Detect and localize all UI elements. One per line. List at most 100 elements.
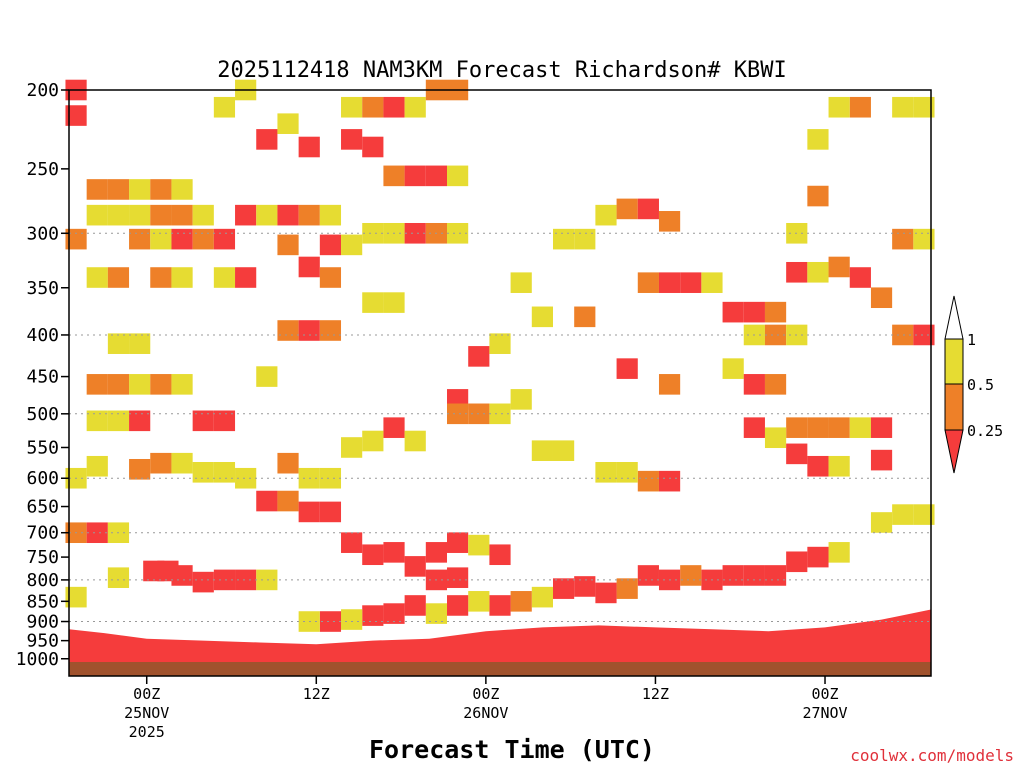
ri-cell [637,272,659,293]
x-tick-label: 00Z [472,685,499,703]
ri-cell [552,440,575,461]
ri-cell [298,204,320,226]
ground-layer [69,662,931,676]
ri-cell [86,374,108,395]
ri-cell [637,565,659,586]
ri-cell [192,204,214,226]
y-tick-label: 450 [26,367,59,388]
ri-cell [828,256,850,278]
x-axis-label: Forecast Time (UTC) [369,735,655,764]
color-legend: 1 0.5 0.25 [944,295,1003,474]
ri-cell [298,256,320,278]
ri-cell [764,427,787,449]
credit-link[interactable]: coolwx.com/models [850,746,1014,765]
y-tick-label: 1000 [16,649,59,670]
ri-cell [447,532,469,553]
ri-cell [383,165,405,187]
ri-cell [171,267,193,288]
ri-cell [595,582,617,604]
y-tick-label: 200 [26,80,59,101]
ri-cell [192,571,214,593]
ri-cell [171,374,193,395]
ri-cell [150,267,172,288]
ri-cell [362,292,384,313]
legend-label: 0.5 [967,376,994,394]
ri-cell [107,204,130,226]
ri-cell [107,567,130,588]
ri-cell [913,228,935,250]
ri-cell [256,366,278,387]
ri-cell [86,410,108,432]
ri-cell [150,204,172,226]
ri-cell [764,374,787,395]
ri-cell [277,204,299,226]
ri-cell [447,165,469,187]
ri-cell [341,129,363,150]
ri-cell [129,179,151,200]
x-tick-sublabel: 2025 [129,723,165,741]
ri-cell [362,544,384,566]
ri-cell [913,96,935,118]
ri-cell [277,452,299,474]
ri-cell [150,228,172,250]
plot-area [65,79,935,676]
ri-cell [171,228,193,250]
ri-cell [213,267,236,288]
legend-label: 1 [967,331,976,349]
ri-cell [807,261,829,283]
x-tick-label: 12Z [642,685,669,703]
ri-cell [298,320,320,341]
ri-cell [404,556,426,577]
legend-swatch-025-05 [944,383,964,431]
ri-cell [786,417,808,438]
ri-cell [489,403,511,425]
ri-cell [870,417,893,438]
ri-cell [828,542,850,563]
ri-cell [65,586,87,608]
legend-swatch-gt1 [944,295,964,340]
ri-cell [86,455,108,477]
y-tick-label: 550 [26,437,59,458]
ri-cell [256,490,278,512]
ri-cell [256,129,278,150]
ri-cell [447,567,469,588]
ri-cell [786,443,808,465]
ri-cell [552,578,575,599]
ri-cell [277,490,299,512]
ri-cell [319,467,342,489]
ri-cell [849,417,871,438]
ri-cell [531,306,553,328]
ri-cell [107,410,130,432]
ri-cell [383,292,405,313]
legend-swatch-05-1 [944,338,964,385]
x-tick-label: 00Z [811,685,838,703]
ri-cell [489,544,511,566]
ri-cell [807,129,829,150]
ri-cell [870,287,893,309]
ri-cell [235,267,257,288]
ri-cell [574,306,596,328]
ri-cell [107,179,130,200]
ri-cell [786,261,808,283]
ri-cell [807,417,829,438]
ri-cell [213,462,236,483]
ri-cell [129,204,151,226]
ri-cell [256,569,278,591]
ri-cell [171,452,193,474]
y-tick-label: 600 [26,468,59,489]
y-tick-label: 850 [26,591,59,612]
ri-cell [150,452,172,474]
ri-cell [616,358,638,379]
ri-cell [637,198,659,220]
ri-cell [595,462,617,483]
ri-cell [658,272,681,293]
ri-cell [171,204,193,226]
ri-cell [447,595,469,616]
ri-cell [129,458,151,480]
plot-frame [68,89,932,677]
chart-title: 2025112418 NAM3KM Forecast Richardson# K… [217,58,787,83]
ri-cell [150,179,172,200]
ri-cell [213,228,236,250]
ri-cell [764,565,787,586]
ri-cell [341,234,363,256]
